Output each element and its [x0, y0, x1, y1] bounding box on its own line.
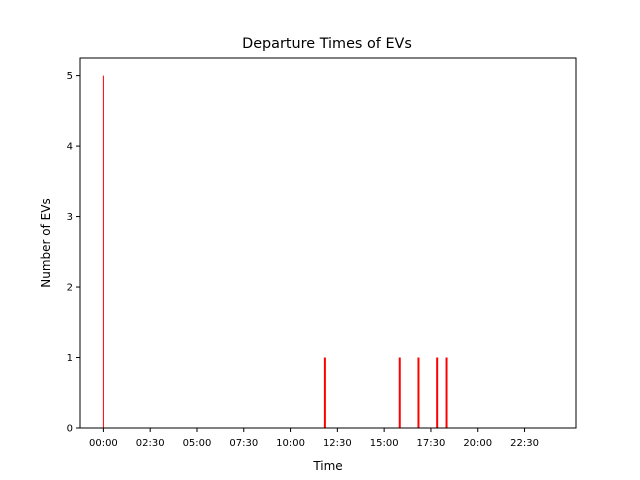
- x-tick-label: 12:30: [323, 438, 352, 449]
- x-tick-label: 15:00: [370, 438, 399, 449]
- y-tick-label: 1: [67, 353, 73, 364]
- x-axis-label: Time: [312, 459, 342, 473]
- bar-1550: [398, 357, 401, 428]
- bar-0000: [102, 75, 104, 429]
- x-tick-label: 02:30: [136, 438, 165, 449]
- x-tick-label: 20:00: [463, 438, 492, 449]
- bar-1820: [445, 357, 448, 428]
- bars-layer: [102, 75, 448, 429]
- y-tick-label: 2: [67, 283, 73, 294]
- x-tick-label: 10:00: [276, 438, 305, 449]
- bar-1750: [436, 357, 439, 428]
- y-tick-label: 0: [67, 424, 73, 435]
- x-tick-label: 22:30: [510, 438, 539, 449]
- y-tick-label: 3: [67, 212, 73, 223]
- bar-1150: [323, 357, 326, 428]
- x-tick-label: 05:00: [183, 438, 212, 449]
- y-axis-label: Number of EVs: [39, 198, 53, 287]
- x-axis: 00:00 02:30 05:00 07:30 10:00 12:30 15:00 17:30…: [89, 428, 539, 449]
- y-tick-label: 5: [67, 71, 73, 82]
- y-axis: 0 1 2 3 4 5: [67, 71, 80, 435]
- x-tick-label: 00:00: [89, 438, 118, 449]
- plot-frame: [79, 57, 577, 429]
- chart-title: Departure Times of EVs: [242, 36, 412, 52]
- y-tick-label: 4: [67, 142, 73, 153]
- bar-1650: [417, 357, 420, 428]
- x-tick-label: 17:30: [417, 438, 446, 449]
- x-tick-label: 07:30: [229, 438, 258, 449]
